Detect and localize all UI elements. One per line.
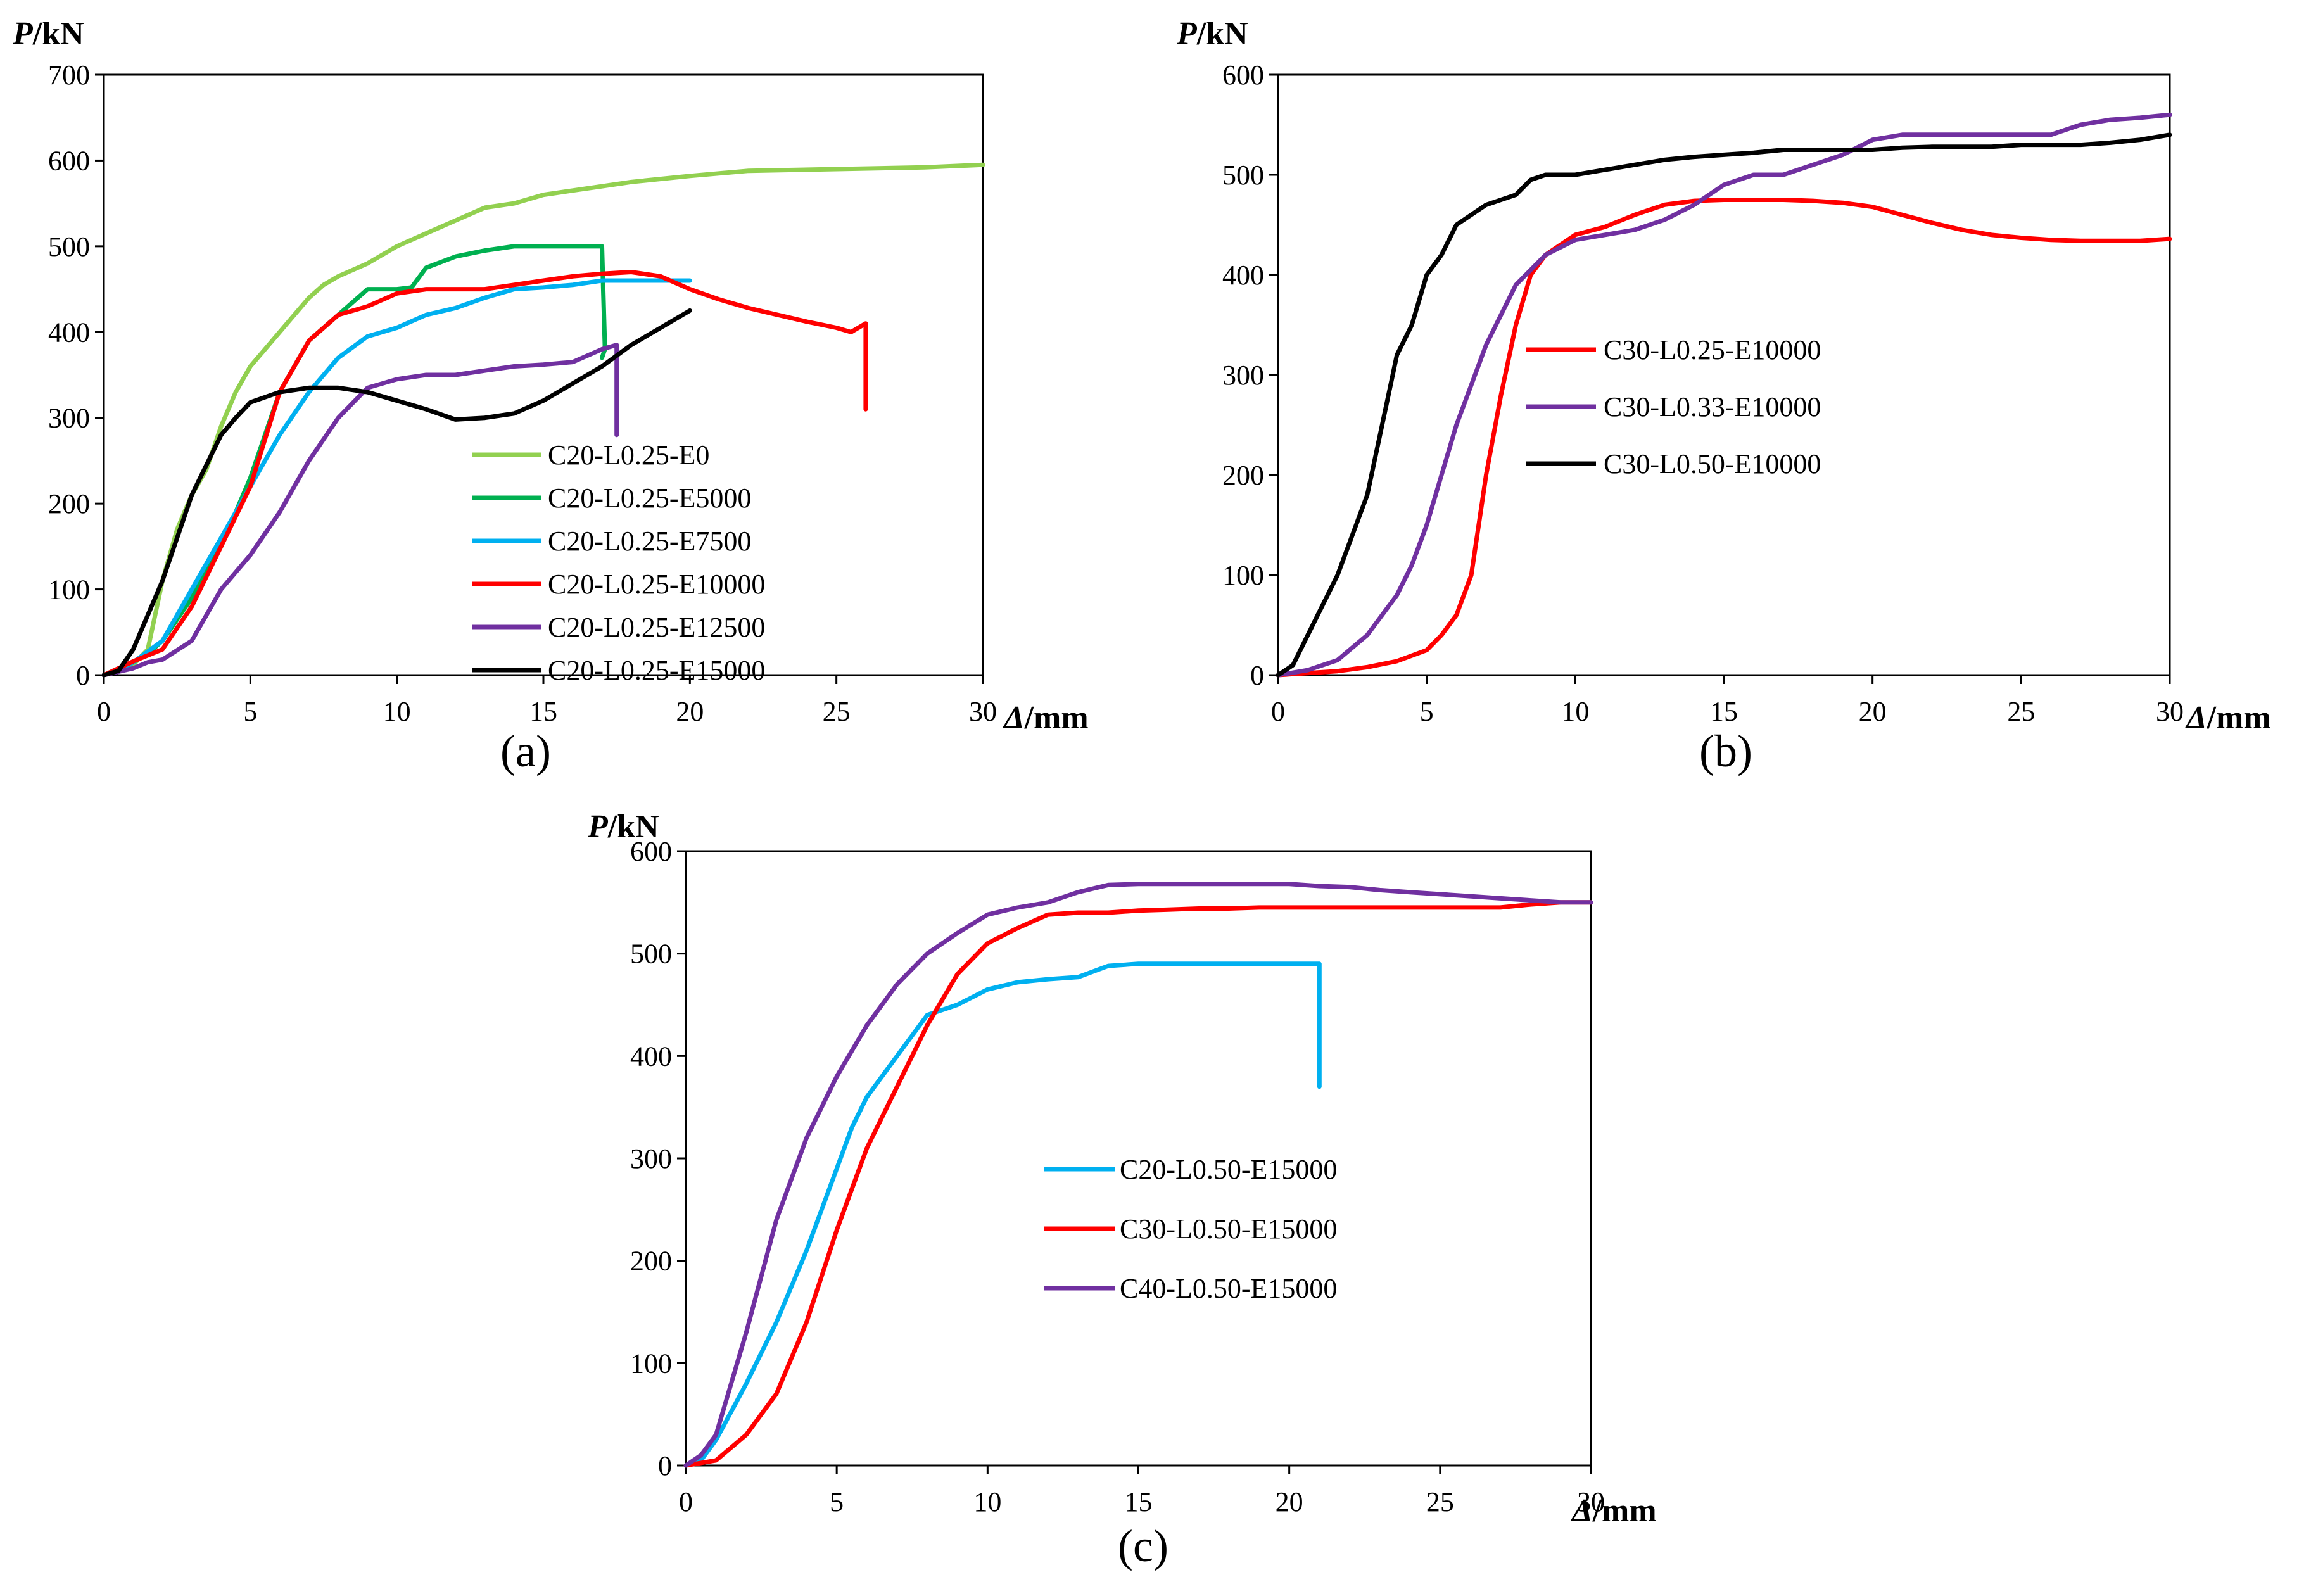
y-tick-label: 300 [630,1143,672,1174]
legend-entry: C20-L0.25-E12500 [548,612,765,643]
y-tick-label: 0 [658,1450,672,1481]
y-tick-label: 400 [48,317,90,348]
y-tick-label: 500 [630,939,672,970]
legend-entry: C20-L0.25-E7500 [548,526,751,557]
panel-label: (c) [1118,1521,1168,1571]
legend-entry: C20-L0.25-E10000 [548,569,765,600]
x-tick-label: 10 [1561,696,1589,727]
x-axis-label: Δ/mm [1003,700,1089,736]
y-tick-label: 500 [1222,160,1264,191]
x-tick-label: 10 [383,696,411,727]
y-tick-label: 300 [1222,360,1264,391]
y-tick-label: 700 [48,60,90,91]
series-line-C40-L0.50-E15000 [683,882,1593,1468]
x-tick-label: 5 [1420,696,1434,727]
y-tick-label: 200 [630,1246,672,1277]
y-axis-label: P/kN [587,809,659,845]
series-line-C20-L0.25-E15000 [101,308,692,678]
x-tick-label: 15 [529,696,557,727]
x-tick-label: 20 [1859,696,1887,727]
x-tick-label: 5 [243,696,257,727]
plot-frame [103,73,984,676]
x-tick-label: 0 [1271,696,1285,727]
x-tick-label: 0 [679,1486,693,1517]
legend-entry: C20-L0.25-E15000 [548,655,765,686]
x-tick-label: 25 [823,696,851,727]
chart-panel-2: 0 100 200 300 400 500 600 0 5 10 15 20 25 30 P/kN Δ/mm C… [1176,16,2271,776]
y-tick-label: 500 [48,231,90,262]
x-tick-label: 25 [1426,1486,1454,1517]
y-tick-label: 600 [630,836,672,867]
series-line-C20-L0.25-E7500 [101,278,692,678]
legend-entry: C30-L0.50-E15000 [1120,1213,1337,1244]
y-tick-label: 0 [1250,660,1264,691]
y-axis-label: P/kN [1176,16,1248,52]
series-line-C30-L0.25-E10000 [1276,198,2172,678]
legend-entry: C30-L0.33-E10000 [1604,391,1821,422]
y-tick-label: 300 [48,403,90,434]
chart-panel-1: 0 100 200 300 400 500 600 700 0 5 10 15 20 25 30 P/kN Δ/… [12,16,1089,776]
x-axis-label: Δ/mm [2185,700,2271,736]
x-tick-label: 0 [97,696,111,727]
x-tick-label: 30 [1577,1486,1605,1517]
y-tick-label: 100 [630,1348,672,1379]
chart-panel-3: 0 100 200 300 400 500 600 0 5 10 15 20 25 30 P/kN Δ/mm C… [587,809,1657,1571]
series-line-C30-L0.50-E10000 [1276,132,2172,678]
x-tick-label: 30 [969,696,997,727]
series-line-C20-L0.25-E0 [101,162,985,678]
legend-entry: C30-L0.25-E10000 [1604,334,1821,365]
panel-label: (a) [500,726,551,776]
y-tick-label: 100 [48,574,90,605]
y-tick-label: 200 [1222,460,1264,491]
x-tick-label: 20 [676,696,704,727]
y-tick-label: 600 [1222,60,1264,91]
legend-entry: C20-L0.50-E15000 [1120,1154,1337,1185]
panel-label: (b) [1699,726,1752,776]
x-tick-label: 10 [973,1486,1001,1517]
series-line-C20-L0.25-E12500 [101,343,619,678]
y-tick-label: 100 [1222,560,1264,591]
series-line-C20-L0.25-E10000 [101,270,868,678]
x-axis-label: Δ/mm [1571,1493,1657,1529]
legend-entry: C40-L0.50-E15000 [1120,1273,1337,1304]
y-tick-label: 400 [1222,260,1264,291]
series-line-C30-L0.33-E10000 [1276,112,2172,678]
x-tick-label: 5 [830,1486,844,1517]
legend-entry: C20-L0.25-E0 [548,440,709,471]
x-tick-label: 20 [1276,1486,1303,1517]
y-tick-label: 600 [48,145,90,176]
series-line-C20-L0.50-E15000 [683,961,1322,1468]
x-tick-label: 25 [2007,696,2035,727]
y-axis-label: P/kN [12,16,84,52]
x-tick-label: 15 [1125,1486,1153,1517]
x-tick-label: 30 [2156,696,2184,727]
x-tick-label: 15 [1710,696,1738,727]
legend-entry: C30-L0.50-E10000 [1604,448,1821,479]
series-line-C30-L0.50-E15000 [683,900,1593,1468]
y-tick-label: 400 [630,1041,672,1072]
y-tick-label: 200 [48,488,90,519]
legend-entry: C20-L0.25-E5000 [548,483,751,514]
y-tick-label: 0 [76,660,90,691]
plot-frame [1277,73,2171,676]
